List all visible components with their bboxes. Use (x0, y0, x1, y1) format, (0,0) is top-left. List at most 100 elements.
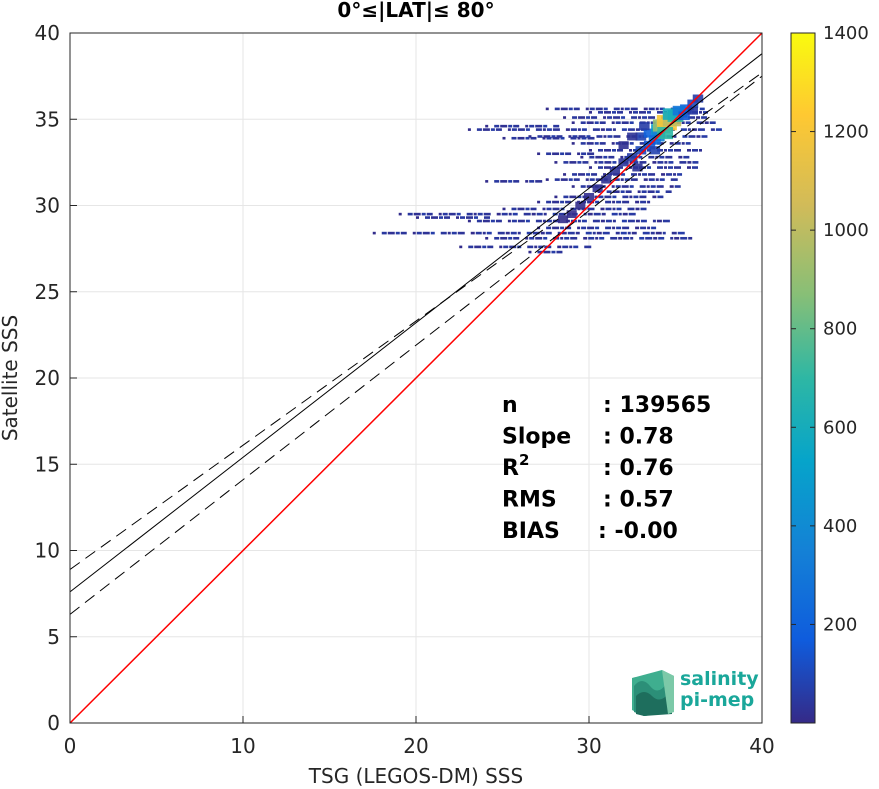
stat-label-text: R (502, 456, 519, 481)
density-cell (552, 200, 560, 204)
density-cell (545, 107, 549, 111)
density-cell (416, 216, 419, 219)
density-cell (674, 236, 680, 240)
stat-value: : 0.76 (603, 456, 674, 481)
density-cell (618, 158, 629, 167)
y-tick-label: 25 (35, 280, 60, 304)
density-cell (622, 200, 630, 204)
density-cell (575, 201, 586, 210)
density-cell (535, 236, 543, 240)
salinity-pi-mep-logo: salinity pi-mep (632, 668, 759, 716)
density-cell (595, 226, 600, 230)
density-cell (655, 178, 659, 181)
density-cell (629, 185, 634, 188)
density-cell (413, 212, 421, 216)
density-cell (537, 135, 543, 138)
density-cell (474, 216, 478, 219)
density-cell (624, 155, 630, 159)
density-cell (621, 128, 627, 131)
density-cell (501, 212, 508, 216)
density-cell (639, 185, 646, 188)
density-cell (592, 128, 600, 131)
density-cell (589, 111, 592, 114)
density-cell (683, 155, 690, 159)
density-cell (577, 136, 581, 140)
density-cell (487, 245, 494, 249)
stat-label: R2 (502, 451, 529, 481)
density-cell (621, 116, 626, 119)
density-cell (564, 236, 570, 240)
density-cell (584, 245, 592, 249)
density-cell (598, 161, 604, 164)
density-cell (552, 219, 560, 223)
density-cell (473, 212, 477, 216)
density-cell (535, 219, 542, 223)
density-cell (570, 236, 578, 240)
density-cell (598, 149, 603, 152)
density-cell (664, 149, 667, 152)
density-cell (499, 245, 503, 249)
density-cell (672, 105, 686, 116)
density-cell (678, 111, 690, 121)
density-cell (398, 212, 402, 216)
density-cell (540, 231, 545, 235)
density-cell (591, 116, 598, 119)
density-cell (699, 107, 705, 111)
density-cell (451, 231, 457, 235)
density-cell (701, 116, 708, 119)
density-cell (568, 178, 573, 181)
density-cell (517, 136, 525, 140)
density-cell (665, 190, 672, 193)
density-cell (612, 149, 616, 152)
y-tick-label: 5 (47, 625, 60, 649)
density-cell (513, 180, 520, 183)
density-cell (622, 212, 628, 216)
density-cell (603, 173, 607, 176)
density-cell (482, 245, 487, 249)
density-cell (616, 207, 622, 211)
density-cell (604, 195, 612, 199)
density-cell (599, 121, 606, 124)
density-cell (545, 178, 549, 181)
density-cell (651, 226, 657, 230)
density-cell (538, 245, 544, 249)
density-cell (552, 226, 560, 230)
density-cell (426, 212, 433, 216)
density-cell (500, 236, 508, 240)
density-cell (620, 178, 624, 181)
density-cell (643, 107, 648, 111)
density-cell (535, 180, 543, 183)
density-cell (627, 153, 638, 162)
density-cell (657, 166, 663, 169)
density-cell (568, 135, 572, 138)
density-cell (674, 185, 681, 188)
density-cell (581, 219, 587, 223)
density-cell (407, 212, 413, 216)
density-cell (474, 245, 482, 249)
density-cell (552, 152, 560, 156)
density-cell (601, 175, 612, 184)
density-cell (527, 245, 534, 249)
density-cell (552, 128, 560, 131)
density-cell (607, 116, 613, 119)
density-cell (416, 231, 422, 235)
density-cell (482, 231, 486, 235)
density-cell (580, 121, 586, 124)
density-cell (642, 231, 650, 235)
stat-label-text: n (502, 393, 518, 418)
density-cell (627, 207, 635, 211)
density-cell (640, 200, 647, 204)
density-cell (572, 135, 578, 138)
density-cell (601, 212, 606, 216)
density-cell (508, 212, 512, 216)
density-cell (612, 128, 616, 131)
density-cell (456, 216, 459, 219)
y-tick-label: 30 (35, 194, 60, 218)
density-cell (687, 149, 691, 152)
density-cell (565, 226, 572, 230)
colorbar-tick-label: 1000 (823, 220, 869, 241)
density-cell (603, 116, 607, 119)
density-cell (615, 142, 621, 145)
density-cell (627, 132, 638, 141)
density-cell (542, 128, 546, 131)
